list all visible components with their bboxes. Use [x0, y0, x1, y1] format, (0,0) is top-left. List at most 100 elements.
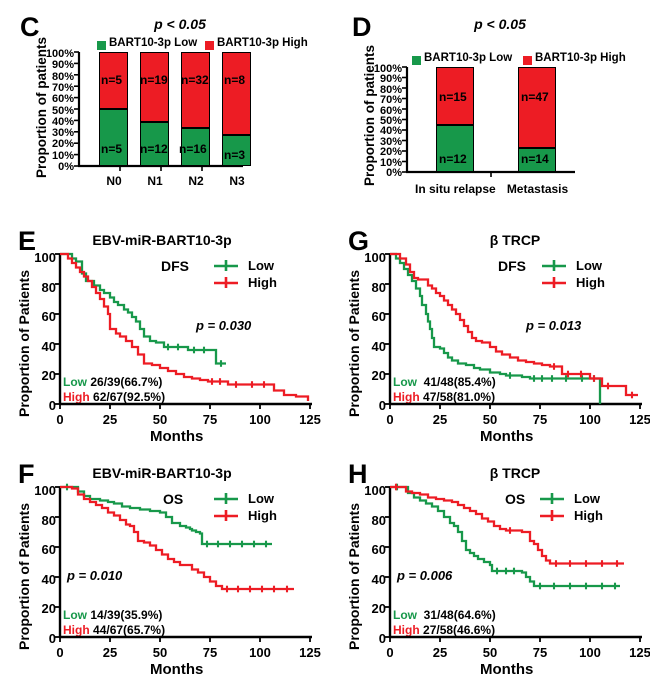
ytick: 60% [51, 93, 74, 106]
stat-high-value: 47/58(81.0%) [423, 390, 496, 404]
panel-F-legend-low-line [214, 493, 238, 504]
panel-F-legend-high-line [214, 510, 238, 521]
legend-label-high: High [576, 275, 605, 290]
km-curve-low [60, 485, 272, 546]
stat-high-group: High [393, 623, 420, 637]
panel-G-stat-high: High 47/58(81.0%) [393, 390, 495, 404]
ytick: 40% [379, 125, 402, 138]
legend-label-low: Low [574, 491, 600, 506]
ytick: 40 [41, 338, 56, 354]
xtick: 75 [202, 412, 218, 427]
xtick: 50 [482, 412, 498, 427]
panel-G: G β TRCP DFS Low High p = 0.013 Proporti… [330, 222, 650, 455]
stat-low-value: 26/39(66.7%) [90, 375, 163, 389]
panel-H-stat-low: Low 31/48(64.6%) [393, 608, 496, 622]
legend-label-high: BART10-3p High [217, 37, 308, 49]
panel-F-plot [55, 483, 312, 642]
stat-high-value: 62/67(92.5%) [93, 390, 166, 404]
ytick: 0% [386, 167, 402, 179]
ytick: 30% [51, 127, 74, 140]
legend-label-high: High [248, 275, 277, 290]
panel-F-pvalue: p = 0.010 [67, 568, 122, 583]
panel-F: F EBV-miR-BART10-3p OS Low High p = 0.01… [0, 455, 340, 689]
xtick-metastasis: Metastasis [506, 182, 569, 196]
bar-N3-low [222, 135, 251, 166]
legend-label-low: BART10-3p Low [424, 52, 513, 64]
stat-low-value: 41/48(85.4%) [423, 375, 496, 389]
bar-N0-high [99, 52, 128, 109]
xtick: 0 [386, 412, 394, 427]
panel-H-pvalue-text: p = 0.006 [397, 568, 453, 583]
ytick: 100 [34, 250, 56, 265]
panel-H-plot [385, 483, 642, 642]
xtick-N2: N2 [188, 174, 204, 188]
xtick: 100 [249, 412, 271, 427]
xtick-insitu-relapse: In situ relapse [415, 182, 496, 196]
legend-swatch-high [205, 41, 214, 50]
xtick: 100 [579, 412, 601, 427]
panel-H-legend-high-line [540, 510, 564, 521]
panel-G-pvalue: p = 0.013 [526, 318, 581, 333]
panel-E-legend-low-line [214, 260, 238, 271]
panel-G-xlabel: Months [480, 428, 534, 445]
xtick: 125 [299, 412, 321, 427]
ytick: 60 [371, 542, 386, 558]
bar-insitu-low [436, 125, 474, 172]
bar-metastasis-low [518, 148, 556, 172]
legend-swatch-low [97, 41, 106, 50]
panel-F-endpoint: OS [163, 491, 184, 507]
bar-metastasis-high [518, 67, 556, 148]
ytick: 50% [51, 104, 74, 117]
stat-low-group: Low [63, 608, 87, 622]
panel-E-legend-high-line [214, 277, 238, 288]
panel-H-endpoint: OS [505, 491, 526, 507]
ytick: 10% [51, 149, 74, 162]
panel-E-endpoint: DFS [161, 258, 189, 274]
ytick: 80% [51, 70, 74, 83]
bar-N3-high [222, 52, 251, 135]
xtick: 75 [532, 645, 548, 660]
xtick: 75 [532, 412, 548, 427]
bar-count-N3-low: n=3 [224, 148, 246, 162]
bar-N2-high [181, 52, 210, 128]
legend-label-low: Low [576, 258, 602, 273]
panel-G-label: G [348, 226, 370, 256]
panel-E: E EBV-miR-BART10-3p DFS Low High p = 0.0… [0, 222, 340, 455]
stat-low-value: 31/48(64.6%) [423, 608, 496, 622]
xtick: 125 [629, 645, 650, 660]
bar-count-N2-low: n=16 [179, 142, 207, 156]
panel-F-stat-low: Low 14/39(35.9%) [63, 608, 162, 622]
panel-E-stat-low: Low 26/39(66.7%) [63, 375, 162, 389]
ytick: 100% [45, 48, 74, 60]
bar-N1-high [140, 52, 169, 122]
xtick-N3: N3 [229, 174, 245, 188]
ytick: 80% [379, 83, 402, 96]
ytick: 10% [379, 156, 402, 169]
ytick: 40 [371, 338, 386, 354]
panel-H-legend-low-line [540, 493, 564, 504]
panel-C-axes [74, 51, 243, 171]
panel-G-stat-low: Low 41/48(85.4%) [393, 375, 496, 389]
ytick: 0 [48, 398, 56, 413]
legend-swatch-high [523, 56, 532, 65]
panel-E-pvalue: p = 0.030 [196, 318, 251, 333]
ytick: 80 [371, 279, 386, 295]
ytick: 100 [364, 250, 386, 265]
ytick: 20% [379, 146, 402, 159]
panel-D-axes [402, 66, 575, 177]
panel-C-title: p < 0.05 [100, 16, 260, 32]
xtick: 25 [432, 645, 448, 660]
ytick: 90% [379, 73, 402, 86]
ytick: 100 [364, 483, 386, 498]
km-curve-high [390, 485, 624, 565]
panel-H-stat-high: High 27/58(46.6%) [393, 623, 495, 637]
ytick: 60 [41, 309, 56, 325]
panel-H-pvalue: p = 0.006 [397, 568, 452, 583]
ytick: 90% [51, 59, 74, 72]
panel-F-label: F [18, 459, 35, 489]
xtick: 125 [629, 412, 650, 427]
panel-H-label: H [348, 459, 368, 489]
xtick: 0 [56, 645, 64, 660]
ytick: 80 [41, 279, 56, 295]
bar-count-insitu-low: n=12 [439, 152, 467, 166]
